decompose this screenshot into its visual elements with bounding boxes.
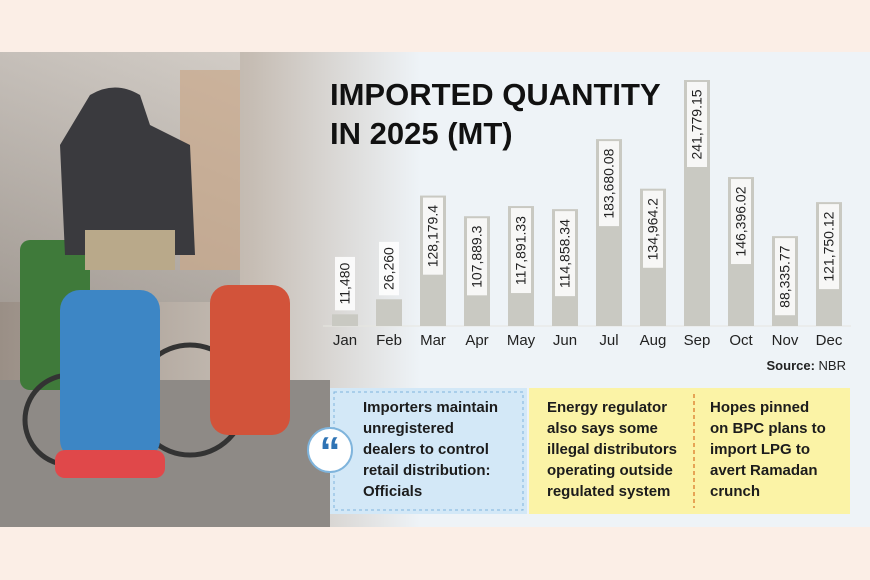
value-label: 146,396.02: [733, 186, 749, 256]
highlight-text: regulated system: [547, 483, 670, 500]
highlight-text: import LPG to: [710, 441, 810, 458]
value-label-bg: [599, 141, 619, 227]
x-tick-label: May: [507, 332, 536, 349]
highlight-text: Officials: [363, 483, 422, 500]
highlight-text: illegal distributors: [547, 441, 677, 458]
value-label: 134,964.2: [645, 198, 661, 260]
x-tick-label: Jan: [333, 332, 357, 349]
x-tick-label: Dec: [816, 332, 843, 349]
svg-text:“: “: [320, 428, 341, 475]
value-label: 241,779.15: [689, 89, 705, 159]
highlight-text: Importers maintain: [363, 399, 498, 416]
value-label-bg: [731, 179, 751, 265]
chart-title: IN 2025 (MT): [330, 116, 513, 151]
x-tick-label: Feb: [376, 332, 402, 349]
value-label-bg: [379, 241, 399, 296]
chart-title: IMPORTED QUANTITY: [330, 77, 661, 112]
source-label: Source:: [767, 358, 815, 373]
value-label: 121,750.12: [821, 211, 837, 281]
value-label-bg: [467, 218, 487, 296]
highlight-text: crunch: [710, 483, 760, 500]
highlight-text: Hopes pinned: [710, 399, 809, 416]
x-tick-label: Apr: [465, 332, 488, 349]
value-label: 128,179.4: [425, 205, 441, 267]
bar: [376, 299, 402, 326]
x-tick-label: Mar: [420, 332, 446, 349]
value-label-bg: [423, 197, 443, 275]
value-label-bg: [335, 256, 355, 311]
x-tick-label: Sep: [684, 332, 711, 349]
highlight-text: retail distribution:: [363, 462, 491, 479]
source: Source: NBR: [767, 358, 846, 373]
x-tick-label: Aug: [640, 332, 667, 349]
value-label: 114,858.34: [557, 219, 573, 288]
value-label-bg: [819, 204, 839, 290]
value-label: 117,891.33: [513, 216, 529, 285]
highlight-text: avert Ramadan: [710, 462, 818, 479]
bar: [332, 314, 358, 326]
highlight-text: dealers to control: [363, 441, 489, 458]
value-label-bg: [687, 82, 707, 167]
highlight-box: [692, 388, 850, 514]
value-label-bg: [775, 238, 795, 316]
x-tick-label: Jul: [599, 332, 618, 349]
value-label-bg: [511, 208, 531, 294]
value-label-bg: [643, 190, 663, 268]
highlight-text: Energy regulator: [547, 399, 667, 416]
highlight-text: operating outside: [547, 462, 673, 479]
value-label: 183,680.08: [601, 148, 617, 218]
highlight-text: also says some: [547, 420, 658, 437]
highlight-text: unregistered: [363, 420, 454, 437]
x-tick-label: Jun: [553, 332, 577, 349]
quote-icon: “: [307, 427, 353, 475]
value-label: 88,335.77: [777, 245, 793, 307]
x-tick-label: Nov: [772, 332, 799, 349]
highlight-box: [330, 388, 527, 514]
highlight-box: [529, 388, 692, 514]
x-tick-label: Oct: [729, 332, 753, 349]
value-label: 26,260: [381, 247, 397, 290]
value-label-bg: [555, 211, 575, 297]
highlight-text: on BPC plans to: [710, 420, 826, 437]
value-label: 11,480: [337, 263, 353, 305]
value-label: 107,889.3: [469, 225, 485, 287]
source-name: NBR: [819, 358, 846, 373]
